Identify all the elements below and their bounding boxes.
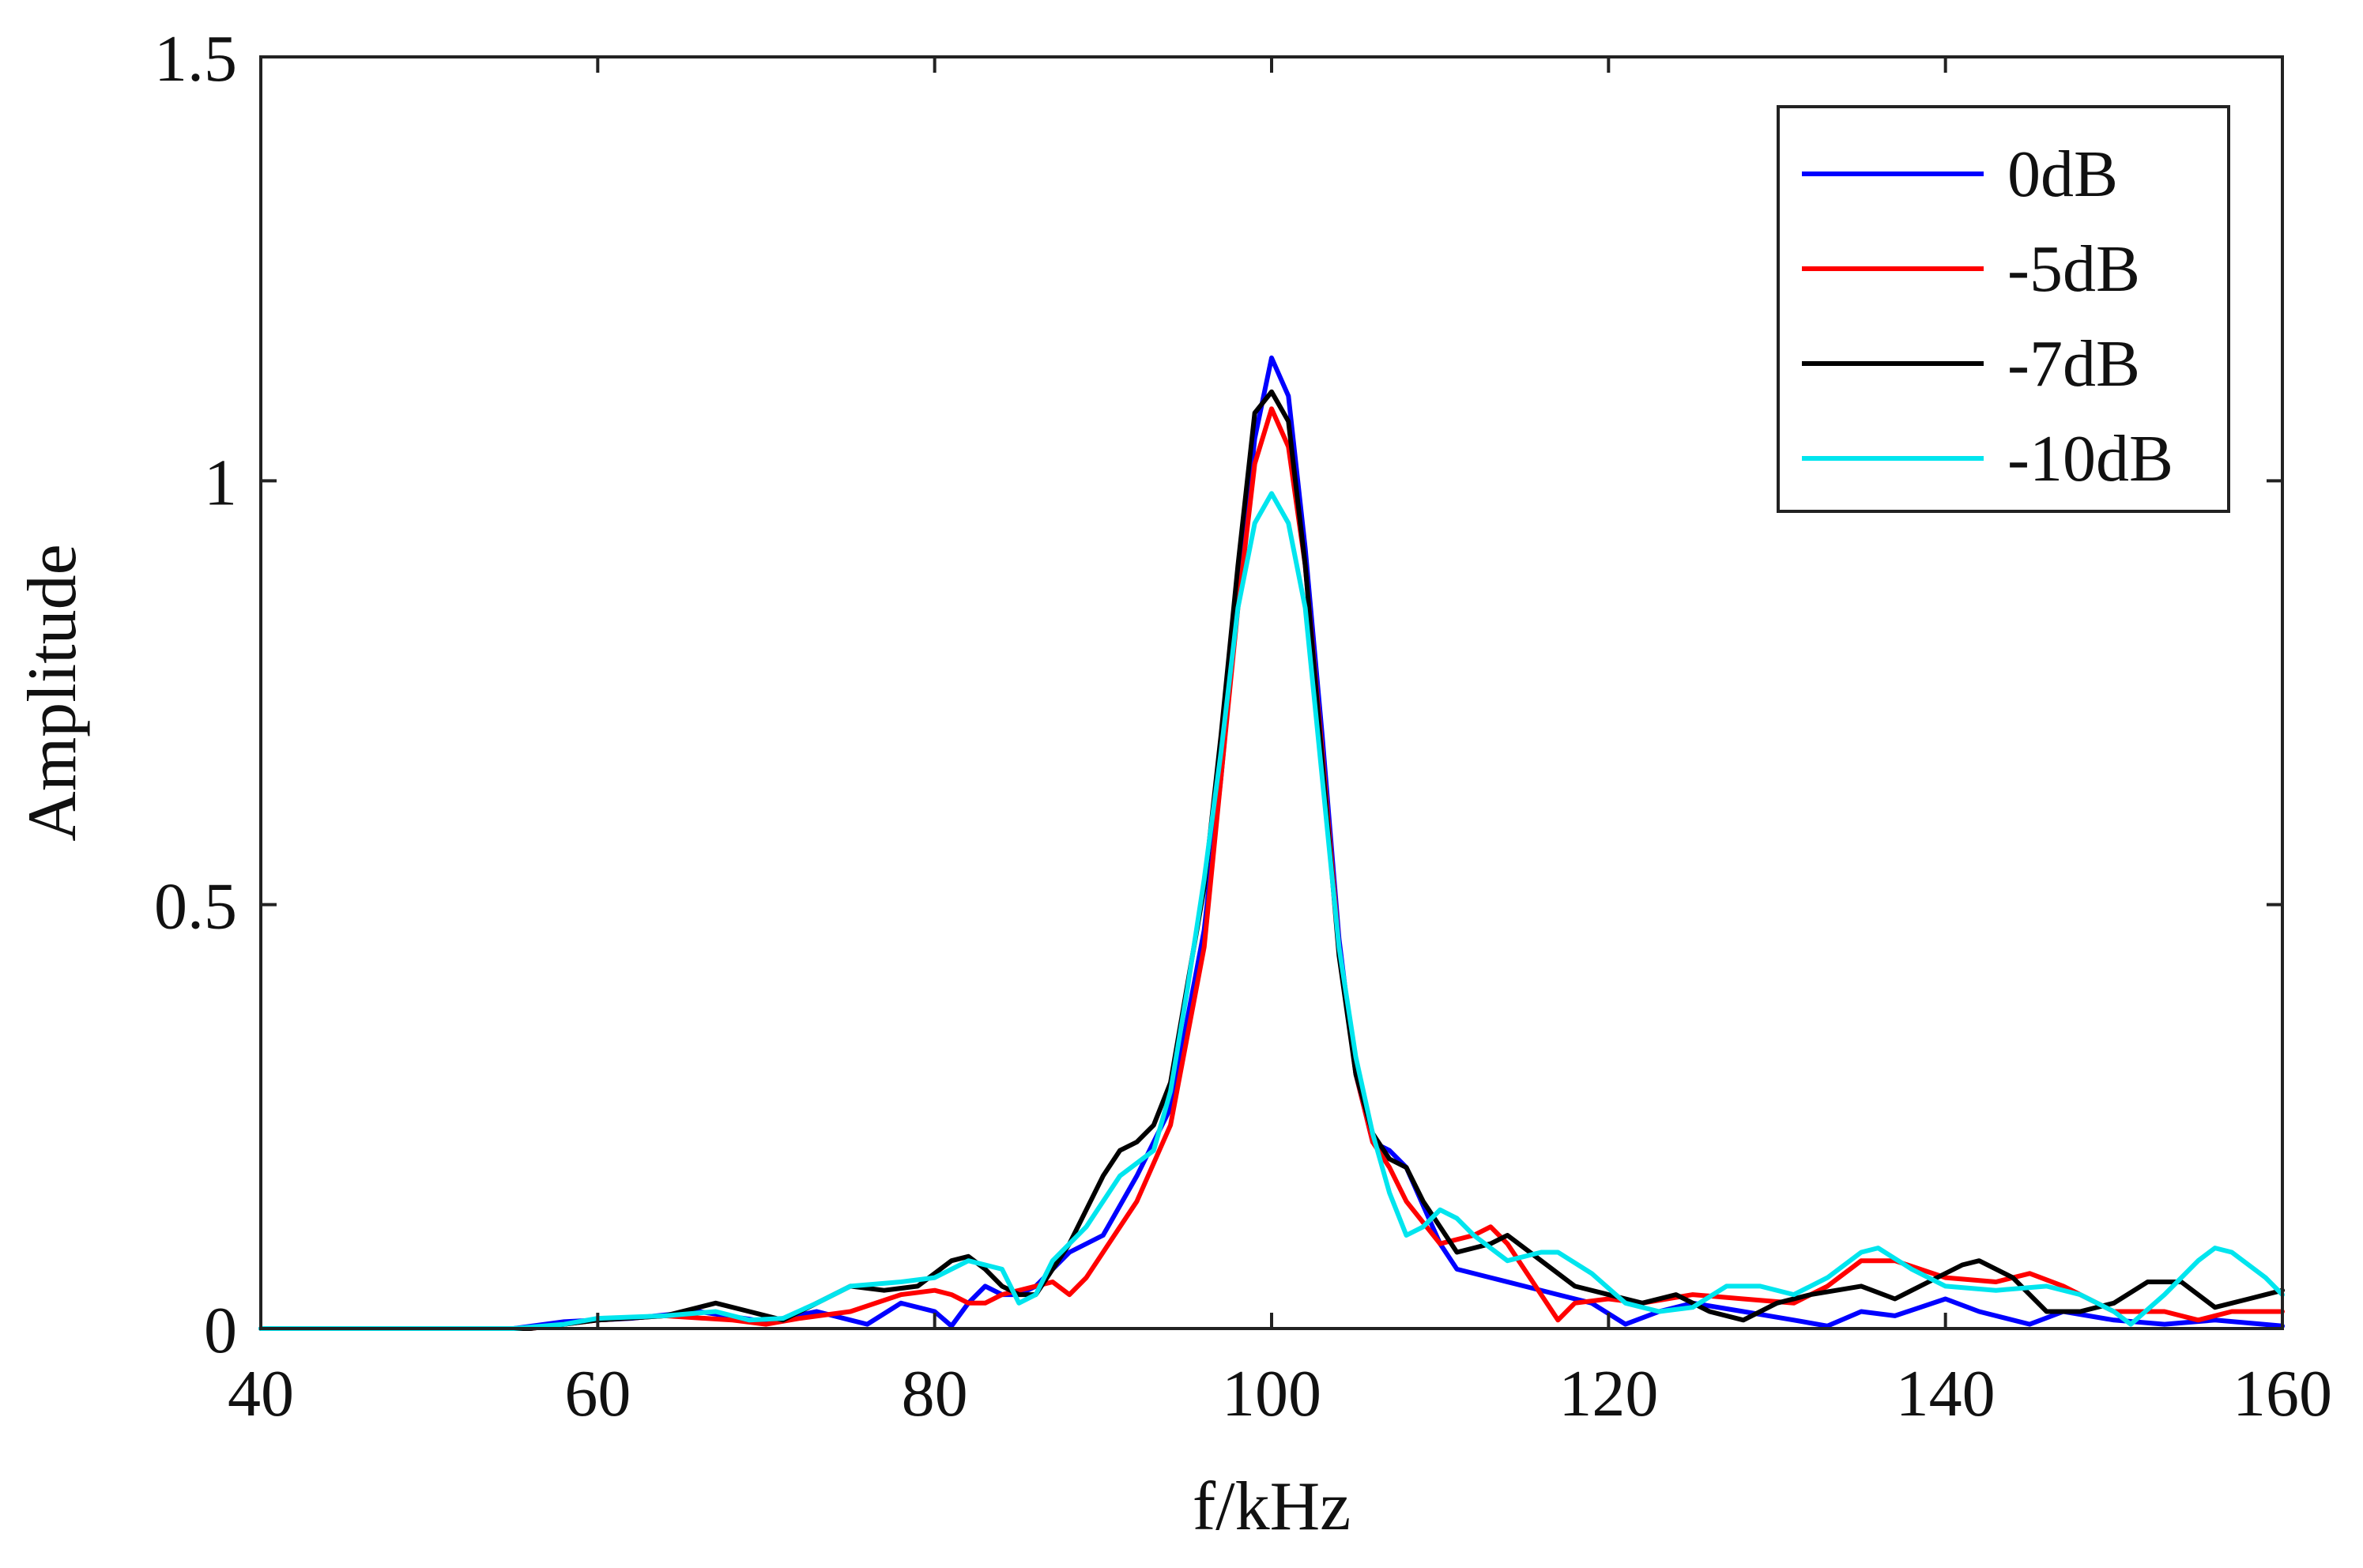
y-tick-label: 0.5 (154, 870, 237, 944)
series-line-2 (258, 406, 2285, 1331)
y-tick-label: 0 (204, 1294, 237, 1367)
y-axis-title: Amplitude (14, 544, 91, 841)
x-tick-label: 140 (1896, 1357, 1996, 1430)
tick-layer: 40 60 80 100 120 140 160 0 0.5 1 1.5 (154, 22, 2332, 1430)
x-tick-label: 80 (902, 1357, 968, 1430)
x-tick-label: 120 (1558, 1357, 1658, 1430)
series-layer (258, 355, 2285, 1331)
legend-label-2: -5dB (2007, 232, 2140, 306)
series-line-3 (258, 389, 2285, 1331)
legend-label-3: -7dB (2007, 327, 2140, 401)
x-tick-label: 60 (564, 1357, 631, 1430)
series-line-4 (258, 491, 2285, 1331)
legend-label-1: 0dB (2007, 138, 2118, 211)
x-axis-title: f/kHz (1193, 1468, 1351, 1545)
legend-label-4: -10dB (2007, 422, 2173, 496)
x-tick-label: 100 (1222, 1357, 1321, 1430)
x-tick-label: 160 (2233, 1357, 2332, 1430)
legend: 0dB -5dB -7dB -10dB (1777, 105, 2230, 513)
x-tick-label: 40 (228, 1357, 294, 1430)
y-tick-label: 1 (204, 446, 237, 519)
y-tick-label: 1.5 (154, 22, 237, 96)
